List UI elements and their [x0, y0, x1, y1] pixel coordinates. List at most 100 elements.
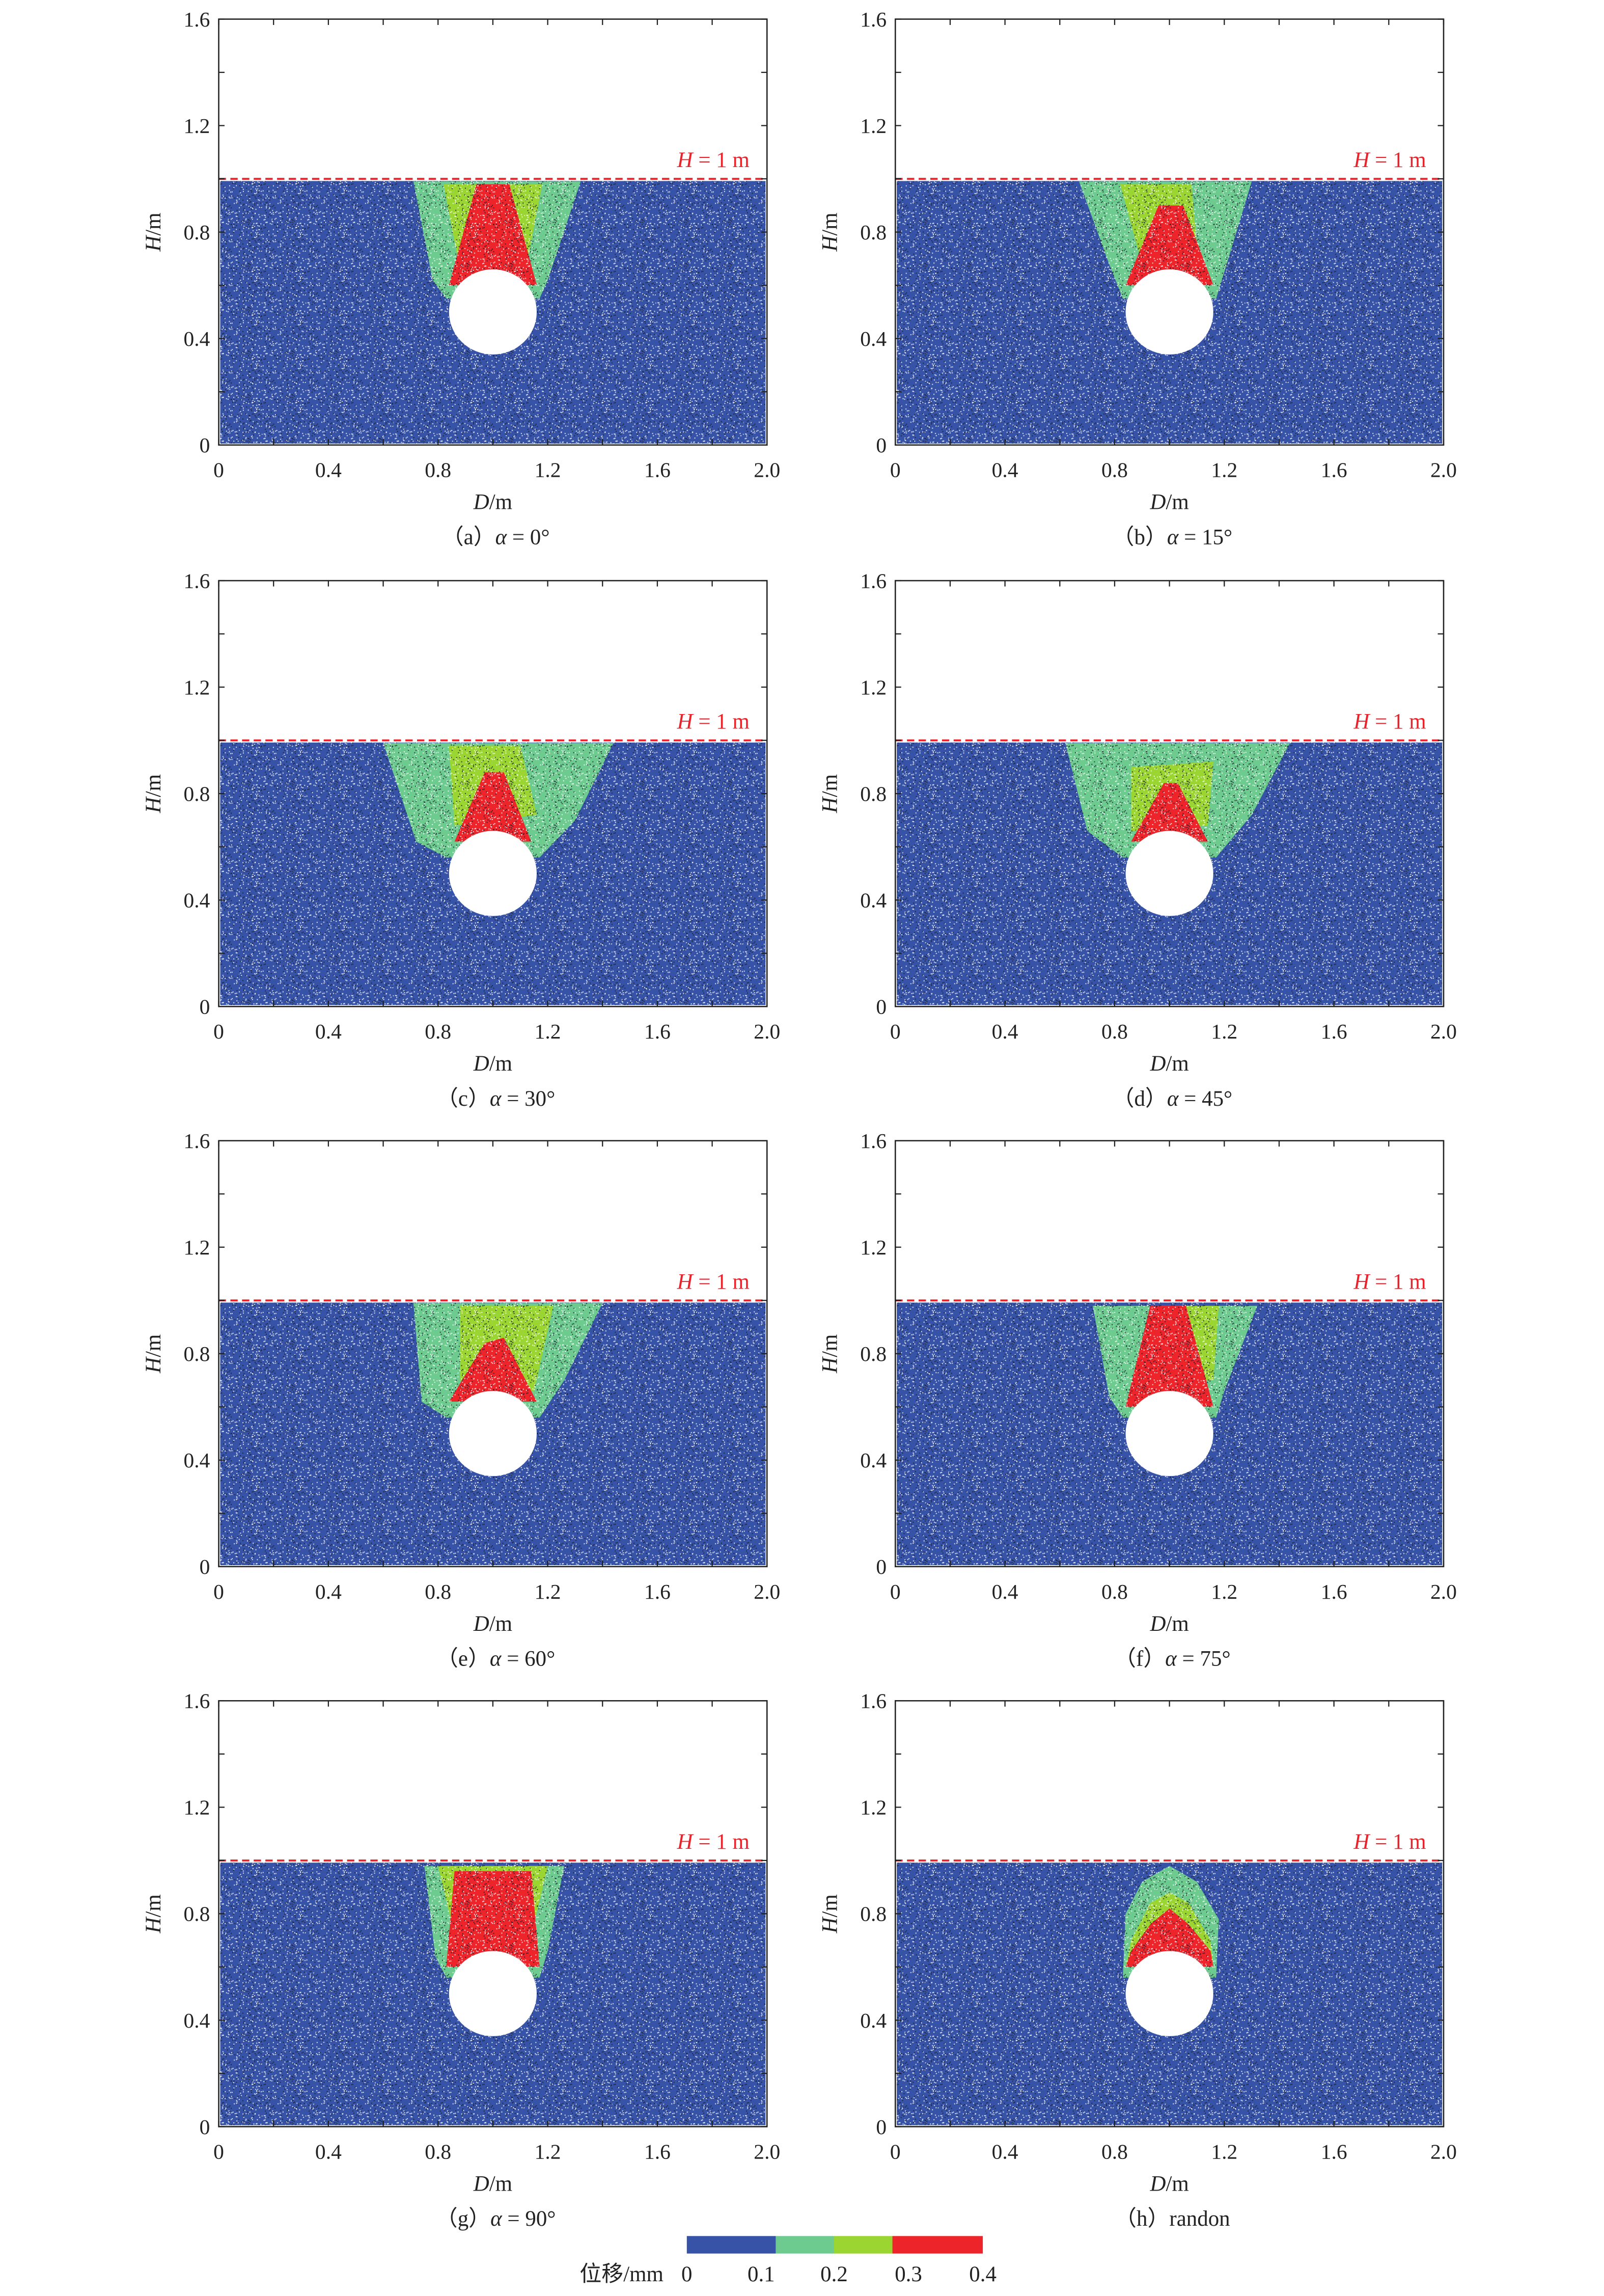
y-tick-label: 0 — [200, 433, 210, 457]
chart-panel: H = 1 m0 0.4 0.8 1.2 1.6 2.000.40.81.21.6D/mH… — [818, 1689, 1457, 2231]
y-tick-label: 1.6 — [183, 1129, 210, 1153]
y-axis-unit: /m — [142, 1894, 165, 1917]
panel-caption: （d）α = 45° — [1113, 1087, 1233, 1111]
y-tick-label: 0 — [200, 2115, 210, 2139]
x-axis-unit: /m — [489, 1612, 512, 1636]
y-tick-label: 0.8 — [860, 1342, 887, 1365]
x-tick-label: 1.6 — [1321, 458, 1347, 482]
x-tick-label: 1.2 — [1211, 1020, 1237, 1043]
x-axis-unit: /m — [489, 1052, 512, 1076]
x-tick-label: 0.8 — [425, 2140, 451, 2164]
surface-label-value: = 1 m — [693, 1830, 750, 1854]
x-tick-label: 0.8 — [1101, 1580, 1128, 1603]
colorbar-legend: 位移/mm 0 0.1 0.2 0.3 0.4 — [579, 2236, 997, 2286]
y-tick-label: 1.2 — [860, 1796, 887, 1819]
x-tick-label: 2.0 — [1430, 458, 1457, 482]
x-axis-symbol: D — [1149, 1052, 1166, 1076]
tunnel-opening — [1125, 831, 1213, 916]
surface-label-value: = 1 m — [1369, 710, 1426, 734]
y-tick-label: 1.6 — [860, 1129, 887, 1153]
y-axis-symbol: H — [142, 796, 165, 813]
legend-tick-label: 0.2 — [820, 2262, 848, 2286]
surface-label-value: = 1 m — [1369, 148, 1426, 172]
surface-label: H = 1 m — [1353, 710, 1426, 734]
x-tick-label: 1.2 — [535, 1020, 561, 1043]
x-tick-label: 0 — [890, 1580, 901, 1603]
x-axis-symbol: D — [1149, 1612, 1166, 1636]
x-axis-unit: /m — [1166, 1612, 1188, 1636]
x-tick-label: 0 — [213, 1580, 224, 1603]
x-axis-label: D/m — [473, 490, 512, 514]
x-tick-label: 0.4 — [315, 2140, 342, 2164]
surface-label: H = 1 m — [677, 710, 750, 734]
x-tick-label: 0.8 — [1101, 458, 1128, 482]
y-axis-label: H/m — [818, 1894, 842, 1933]
y-tick-label: 0.8 — [183, 1902, 210, 1926]
y-tick-label: 0.8 — [860, 1902, 887, 1926]
y-axis-label: H/m — [818, 212, 842, 252]
y-tick-label: 0 — [200, 1555, 210, 1578]
surface-label-symbol: H — [1353, 1270, 1370, 1294]
x-axis-symbol: D — [473, 1052, 489, 1076]
x-axis-symbol: D — [473, 2172, 489, 2196]
y-axis-symbol: H — [142, 1917, 165, 1934]
caption-symbol: α — [495, 525, 508, 549]
y-axis-unit: /m — [818, 1334, 842, 1357]
tunnel-opening — [1125, 1951, 1213, 2036]
x-tick-label: 0.4 — [992, 2140, 1018, 2164]
x-tick-label: 1.6 — [644, 1580, 671, 1603]
x-axis-label: D/m — [473, 1612, 512, 1636]
y-axis-symbol: H — [818, 235, 842, 252]
x-tick-label: 2.0 — [1430, 1020, 1457, 1043]
y-tick-label: 0.4 — [860, 889, 887, 912]
x-tick-label: 0.8 — [425, 458, 451, 482]
legend-title: 位移/mm — [579, 2262, 663, 2286]
caption-value: randon — [1169, 2207, 1230, 2231]
chart-panel: H = 1 m0 0.4 0.8 1.2 1.6 2.000.40.81.21.6D/mH… — [818, 1129, 1457, 1671]
surface-label-symbol: H — [677, 1830, 694, 1854]
x-tick-label: 0 — [890, 2140, 901, 2164]
y-tick-label: 1.2 — [860, 114, 887, 138]
caption-prefix: （e） — [436, 1647, 490, 1671]
particle-field — [220, 1863, 766, 2125]
x-tick-label: 0 — [213, 458, 224, 482]
surface-label: H = 1 m — [1353, 1270, 1426, 1294]
x-tick-label: 0.4 — [992, 458, 1018, 482]
y-axis-label: H/m — [818, 774, 842, 813]
y-tick-label: 0.4 — [183, 2009, 210, 2032]
chart-panel: H = 1 m0 0.4 0.8 1.2 1.6 2.000.40.81.21.6D/mH… — [142, 8, 780, 550]
x-axis-symbol: D — [473, 1612, 489, 1636]
y-axis-unit: /m — [142, 1334, 165, 1357]
y-axis-symbol: H — [818, 1356, 842, 1374]
surface-label-symbol: H — [677, 148, 694, 172]
y-axis-unit: /m — [142, 774, 165, 797]
y-tick-label: 0.8 — [183, 782, 210, 805]
x-tick-label: 0.4 — [315, 1580, 342, 1603]
x-tick-label: 0.4 — [992, 1580, 1018, 1603]
caption-value: = 60° — [501, 1647, 555, 1671]
x-axis-unit: /m — [1166, 2172, 1188, 2196]
y-tick-label: 0.8 — [860, 221, 887, 244]
y-axis-symbol: H — [142, 235, 165, 252]
chart-panel: H = 1 m0 0.4 0.8 1.2 1.6 2.000.40.81.21.6D/mH… — [142, 569, 780, 1111]
legend-tick-label: 0.4 — [969, 2262, 997, 2286]
y-tick-label: 1.6 — [860, 1689, 887, 1713]
x-tick-label: 1.2 — [535, 1580, 561, 1603]
y-axis-unit: /m — [818, 1894, 842, 1917]
particle-field — [897, 1863, 1443, 2125]
legend-swatch — [892, 2236, 983, 2254]
caption-symbol: α — [490, 1087, 502, 1111]
y-axis-label: H/m — [142, 774, 165, 813]
chart-panel: H = 1 m0 0.4 0.8 1.2 1.6 2.000.40.81.21.6D/mH… — [818, 8, 1457, 550]
y-tick-label: 0 — [876, 995, 887, 1019]
x-tick-label: 1.6 — [644, 2140, 671, 2164]
surface-label-value: = 1 m — [693, 1270, 750, 1294]
caption-value: = 75° — [1177, 1647, 1231, 1671]
y-axis-symbol: H — [142, 1356, 165, 1374]
x-axis-label: D/m — [473, 2172, 512, 2196]
x-axis-symbol: D — [1149, 2172, 1166, 2196]
caption-prefix: （c） — [436, 1087, 490, 1111]
chart-panel: H = 1 m0 0.4 0.8 1.2 1.6 2.000.40.81.21.6D/mH… — [142, 1129, 780, 1671]
y-axis-unit: /m — [142, 212, 165, 235]
y-tick-label: 1.2 — [183, 675, 210, 699]
